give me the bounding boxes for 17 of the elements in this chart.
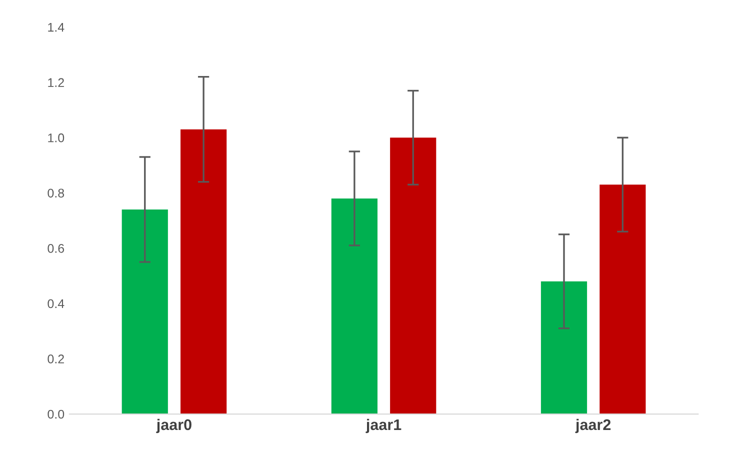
- bar: [600, 184, 646, 414]
- x-tick-label: jaar2: [575, 418, 611, 434]
- x-tick-label: jaar1: [366, 418, 402, 434]
- y-tick-label: 1.2: [48, 78, 64, 87]
- y-tick-label: 0.2: [48, 354, 64, 364]
- bar: [540, 281, 588, 414]
- y-tick-label: 0.4: [48, 299, 64, 308]
- y-tick-label: 0.8: [48, 188, 64, 198]
- bar: [180, 129, 227, 414]
- bar: [390, 138, 436, 414]
- x-tick-label: jaar0: [156, 418, 192, 434]
- y-tick-label: 1.0: [48, 133, 64, 142]
- y-tick-label: 1.4: [48, 23, 64, 32]
- bar: [331, 198, 378, 414]
- bar: [122, 209, 168, 414]
- y-tick-label: 0.0: [48, 410, 64, 419]
- y-tick-label: 0.6: [48, 244, 64, 253]
